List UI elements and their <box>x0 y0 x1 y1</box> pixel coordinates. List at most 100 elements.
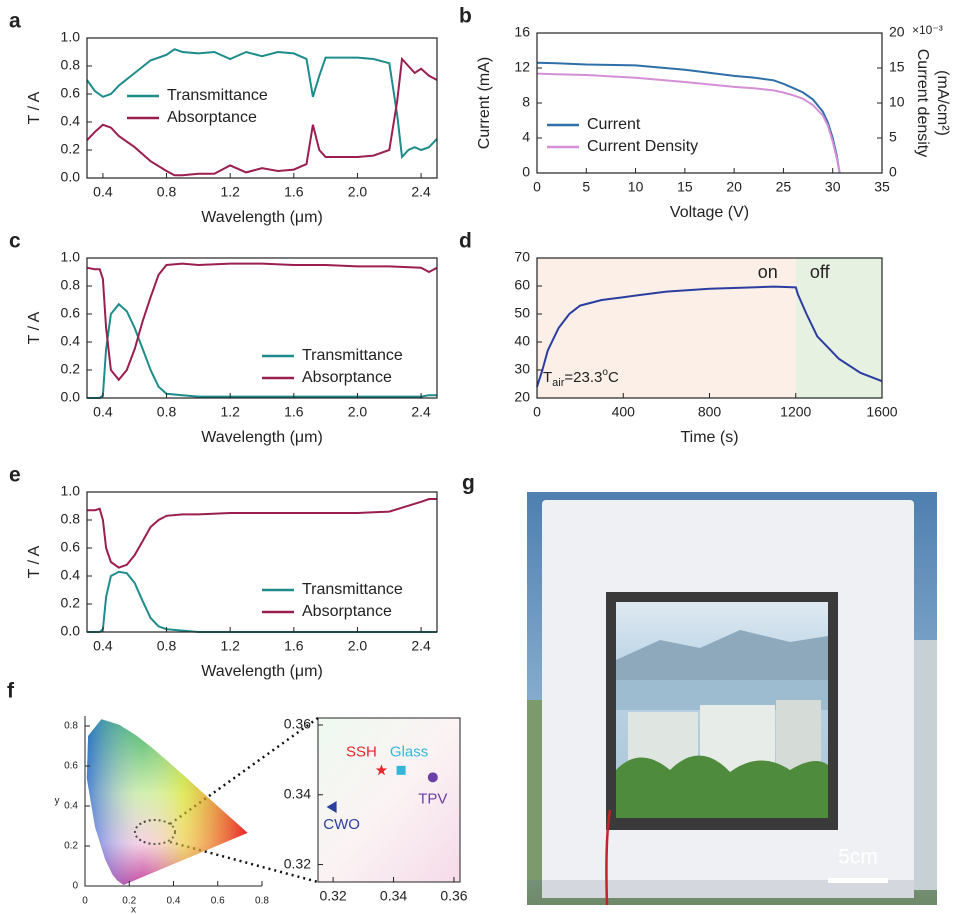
y-tick-label: 0.2 <box>61 361 81 377</box>
x-tick-label: 0.4 <box>93 404 113 420</box>
scale-bar <box>828 878 888 883</box>
annotation: off <box>810 262 831 282</box>
y-tick-label: 30 <box>514 361 530 377</box>
x-tick-label: 25 <box>776 179 792 195</box>
legend-label: Transmittance <box>302 347 403 364</box>
panel-label: g <box>462 472 475 495</box>
panel-label: f <box>7 680 15 703</box>
y2-tick-label: 15 <box>889 59 905 75</box>
point-label: SSH <box>346 743 377 760</box>
y-tick-label: 0.4 <box>61 333 81 349</box>
x-tick-label: 2.4 <box>411 638 431 654</box>
panel-label: e <box>9 464 21 487</box>
panel-label: b <box>459 5 472 28</box>
y-tick-label: 1.0 <box>61 483 81 499</box>
x-tick-label: 5 <box>582 179 590 195</box>
annotation-part: =23.3 <box>564 369 602 386</box>
x-tick-label: 0.4 <box>93 184 113 200</box>
x-axis-label: Time (s) <box>680 429 738 446</box>
y-tick-label: 40 <box>514 333 530 349</box>
x-tick-label: 0.8 <box>157 184 177 200</box>
y-tick-label: 0.32 <box>284 855 311 871</box>
x-tick-label: 1.2 <box>220 404 240 420</box>
panel-label: a <box>9 10 21 33</box>
x-axis-label: Voltage (V) <box>670 204 749 221</box>
x-tick-label: 0.6 <box>211 896 225 907</box>
point <box>397 766 406 775</box>
y-axis-label: T / A <box>26 311 43 344</box>
x-tick-label: 2.4 <box>411 404 431 420</box>
figure: 5cm g 0.4 0.8 1.2 1.6 2.0 2.4 0.0 0.2 0.4 0.6 0.8 1… <box>0 0 959 914</box>
gamut-tint <box>87 719 248 885</box>
y-tick-label: 0.6 <box>64 761 78 772</box>
y-axis-label: T / A <box>26 91 43 124</box>
x-tick-label: 30 <box>825 179 841 195</box>
y-tick-label: 0.6 <box>61 539 81 555</box>
point-label: Glass <box>390 743 428 760</box>
x-tick-label: 1.2 <box>220 184 240 200</box>
y-tick-label: 0.4 <box>61 567 81 583</box>
y-tick-label: 0.2 <box>64 841 78 852</box>
x-tick-label: 2.4 <box>411 184 431 200</box>
y-tick-label: 0 <box>522 164 530 180</box>
x-tick-label: 0.8 <box>157 404 177 420</box>
y-tick-label: 0.8 <box>61 57 81 73</box>
y-tick-label: 0.0 <box>61 169 81 185</box>
y2-tick-label: 5 <box>889 129 897 145</box>
x-tick-label: 0 <box>533 404 541 420</box>
legend-label: Transmittance <box>167 87 268 104</box>
y-tick-label: 0.36 <box>284 716 311 732</box>
y-tick-label: 60 <box>514 277 530 293</box>
x-tick-label: 400 <box>612 404 636 420</box>
x-tick-label: 10 <box>628 179 644 195</box>
y2-tick-label: 20 <box>889 24 905 40</box>
y-tick-label: 0.4 <box>61 113 81 129</box>
y-tick-label: 0 <box>72 881 78 892</box>
y2-multiplier: ×10⁻³ <box>912 23 943 37</box>
y-tick-label: 0.2 <box>61 141 81 157</box>
x-tick-label: 2.0 <box>348 404 368 420</box>
y-tick-label: 16 <box>514 24 530 40</box>
series-line <box>87 499 437 568</box>
scale-label: 5cm <box>838 846 878 869</box>
y-tick-label: 0.8 <box>61 511 81 527</box>
x-axis-label: Wavelength (μm) <box>201 663 323 680</box>
legend-label: Current <box>587 116 641 133</box>
x-tick-label: 2.0 <box>348 638 368 654</box>
y-tick-label: 0.8 <box>64 721 78 732</box>
legend-label: Absorptance <box>167 109 257 126</box>
legend-label: Transmittance <box>302 581 403 598</box>
x-tick-label: 800 <box>698 404 722 420</box>
y-tick-label: 0.2 <box>61 595 81 611</box>
x-tick-label: 1600 <box>866 404 897 420</box>
x-tick-label: 20 <box>726 179 742 195</box>
x-tick-label: 0.8 <box>255 896 269 907</box>
photo: 5cm g <box>462 472 937 905</box>
x-tick-label: 1.6 <box>284 184 304 200</box>
x-tick-label: 0.36 <box>440 888 467 904</box>
y2-tick-label: 0 <box>889 164 897 180</box>
x-tick-label: 1.6 <box>284 404 304 420</box>
trees-left <box>527 700 542 880</box>
x-tick-label: 2.0 <box>348 184 368 200</box>
y-tick-label: 1.0 <box>61 249 81 265</box>
y-tick-label: 4 <box>522 129 530 145</box>
y-tick-label: 50 <box>514 305 530 321</box>
x-tick-label: 15 <box>677 179 693 195</box>
legend-label: Current Density <box>587 138 698 155</box>
x-tick-label: 0.4 <box>167 896 181 907</box>
legend-label: Absorptance <box>302 603 392 620</box>
panel-label: c <box>9 230 21 253</box>
y-tick-label: 0.34 <box>284 785 311 801</box>
annotation-part: T <box>543 369 552 386</box>
y-tick-label: 0.8 <box>61 277 81 293</box>
y-tick-label: 0.0 <box>61 389 81 405</box>
x-axis-label: x <box>131 905 136 914</box>
y-tick-label: 70 <box>514 249 530 265</box>
x-tick-label: 0.32 <box>319 888 346 904</box>
y-tick-label: 8 <box>522 94 530 110</box>
y-axis-label: T / A <box>26 545 43 578</box>
x-tick-label: 1200 <box>780 404 811 420</box>
y-tick-label: 1.0 <box>61 29 81 45</box>
y-tick-label: 0.6 <box>61 85 81 101</box>
